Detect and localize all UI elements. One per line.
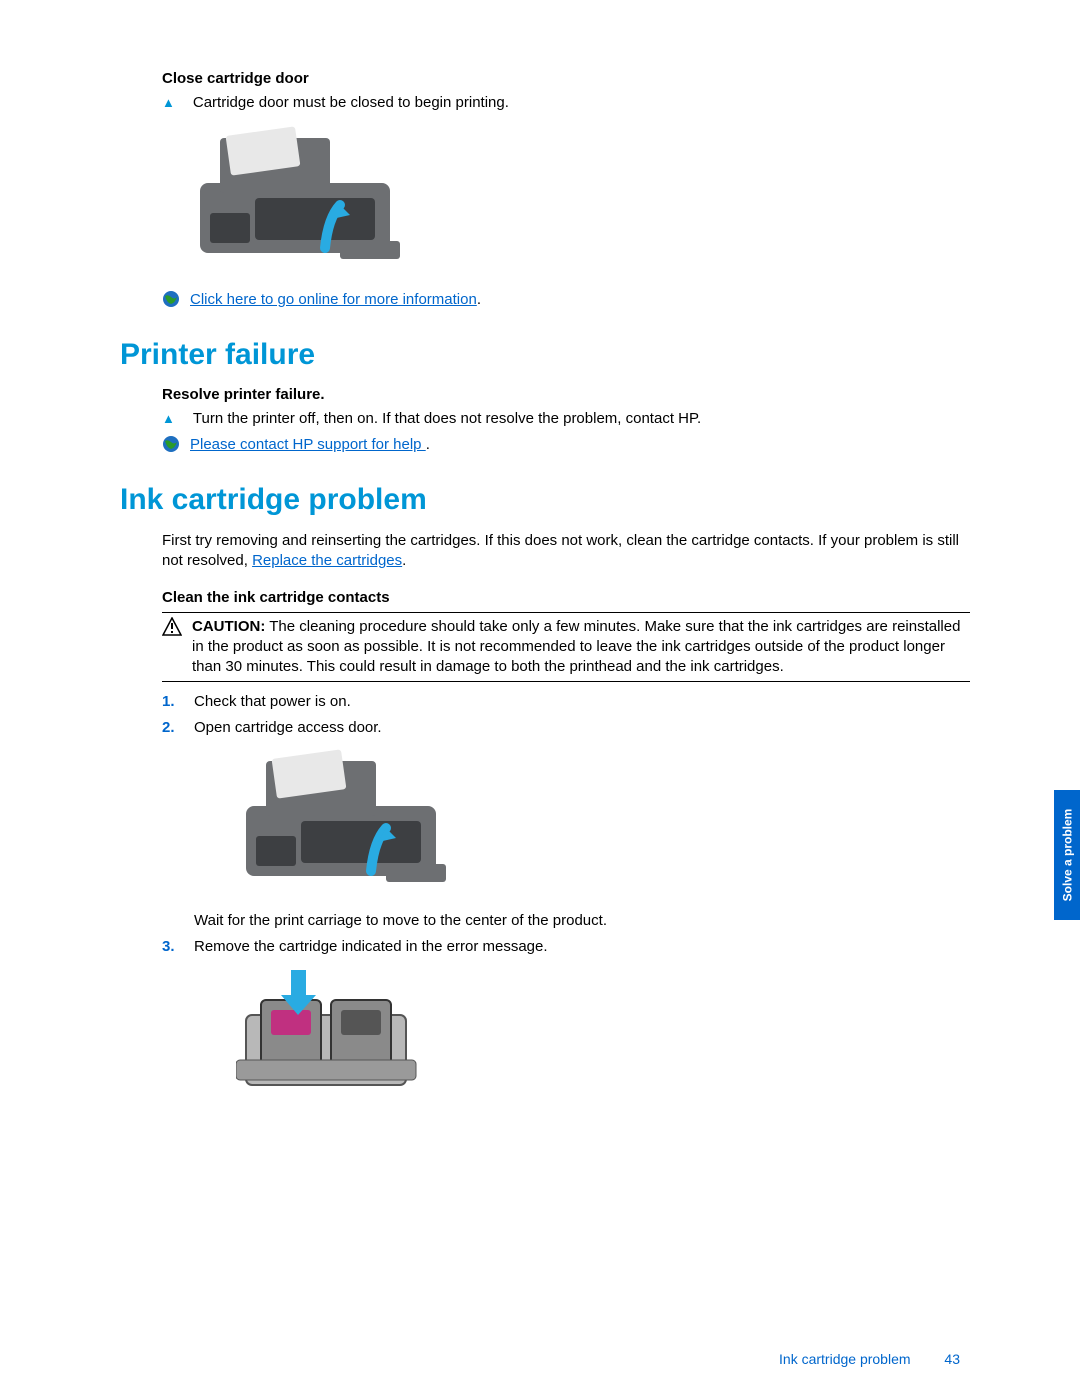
step-text: Check that power is on.: [194, 692, 980, 712]
globe-icon: [162, 435, 180, 453]
online-info-link-row: Click here to go online for more informa…: [162, 290, 980, 308]
footer-title: Ink cartridge problem: [779, 1351, 911, 1367]
replace-cartridges-link[interactable]: Replace the cartridges: [252, 552, 402, 569]
steps-list: 1. Check that power is on. 2. Open cartr…: [162, 692, 980, 1100]
chapter-tab: Solve a problem: [1054, 790, 1080, 920]
caution-label: CAUTION:: [192, 618, 265, 635]
step-1: 1. Check that power is on.: [162, 692, 980, 712]
step-number: 2.: [162, 718, 194, 738]
link-suffix: .: [426, 436, 430, 453]
step-text: Remove the cartridge indicated in the er…: [194, 937, 980, 957]
ink-intro-b: .: [402, 552, 406, 569]
step-text: Open cartridge access door.: [194, 718, 980, 738]
resolve-failure-text: Turn the printer off, then on. If that d…: [193, 409, 701, 429]
hp-support-link-row: Please contact HP support for help .: [162, 435, 980, 453]
footer-page-number: 43: [944, 1351, 960, 1367]
caution-icon: [162, 617, 182, 637]
step-number: 1.: [162, 692, 194, 712]
close-door-bullet: ▲ Cartridge door must be closed to begin…: [162, 93, 980, 113]
ink-cartridge-title: Ink cartridge problem: [120, 483, 980, 517]
cartridge-illustration: [236, 965, 980, 1100]
caution-rule-bottom: [162, 681, 970, 682]
clean-contacts-heading: Clean the ink cartridge contacts: [162, 589, 980, 606]
online-info-link[interactable]: Click here to go online for more informa…: [190, 291, 477, 308]
step-2: 2. Open cartridge access door.: [162, 718, 980, 738]
triangle-bullet-icon: ▲: [162, 409, 175, 429]
resolve-failure-heading: Resolve printer failure.: [162, 386, 980, 403]
close-door-heading: Close cartridge door: [162, 70, 980, 87]
step-3: 3. Remove the cartridge indicated in the…: [162, 937, 980, 957]
close-door-text: Cartridge door must be closed to begin p…: [193, 93, 509, 113]
triangle-bullet-icon: ▲: [162, 93, 175, 113]
step-2-continuation: Wait for the print carriage to move to t…: [162, 911, 980, 931]
hp-support-link[interactable]: Please contact HP support for help: [190, 436, 426, 453]
step-number: 3.: [162, 937, 194, 957]
resolve-failure-bullet: ▲ Turn the printer off, then on. If that…: [162, 409, 980, 429]
chapter-tab-label: Solve a problem: [1060, 809, 1074, 902]
printer-illustration-1: [190, 123, 980, 278]
globe-icon: [162, 290, 180, 308]
link-suffix: .: [477, 291, 481, 308]
page-content: Close cartridge door ▲ Cartridge door mu…: [120, 70, 980, 1110]
caution-text: The cleaning procedure should take only …: [192, 618, 960, 675]
page-footer: Ink cartridge problem 43: [779, 1351, 960, 1367]
printer-failure-title: Printer failure: [120, 338, 980, 372]
step-text: Wait for the print carriage to move to t…: [194, 911, 980, 931]
caution-block: CAUTION: The cleaning procedure should t…: [162, 613, 970, 681]
ink-intro-paragraph: First try removing and reinserting the c…: [162, 531, 980, 571]
printer-illustration-2: [236, 746, 980, 901]
